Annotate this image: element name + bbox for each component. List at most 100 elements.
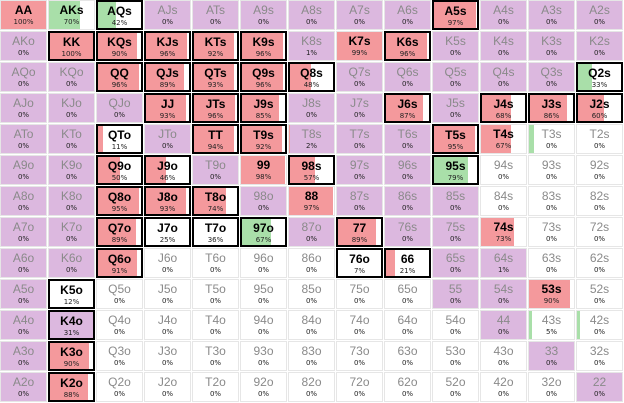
hand-cell[interactable]: 53o 0% — [432, 341, 479, 371]
hand-cell[interactable]: Q7o 89% — [96, 217, 143, 247]
hand-cell[interactable]: AJs 0% — [144, 0, 191, 30]
hand-cell[interactable]: 83s 0% — [528, 186, 575, 216]
hand-cell[interactable]: J5s 0% — [432, 93, 479, 123]
hand-cell[interactable]: JTs 96% — [192, 93, 239, 123]
hand-cell[interactable]: 42o 0% — [480, 372, 527, 402]
hand-cell[interactable]: J8o 93% — [144, 186, 191, 216]
hand-cell[interactable]: 43o 0% — [480, 341, 527, 371]
hand-cell[interactable]: 97o 67% — [240, 217, 287, 247]
hand-cell[interactable]: KTs 92% — [192, 31, 239, 61]
hand-cell[interactable]: KTo 0% — [48, 124, 95, 154]
hand-cell[interactable]: A8s 0% — [288, 0, 335, 30]
hand-cell[interactable]: A3o 0% — [0, 341, 47, 371]
hand-cell[interactable]: A9s 0% — [240, 0, 287, 30]
hand-cell[interactable]: 66 21% — [384, 248, 431, 278]
hand-cell[interactable]: T3s 0% — [528, 124, 575, 154]
hand-cell[interactable]: Q2s 33% — [576, 62, 623, 92]
hand-cell[interactable]: 62o 0% — [384, 372, 431, 402]
hand-cell[interactable]: J4o 0% — [144, 310, 191, 340]
hand-cell[interactable]: K2s 0% — [576, 31, 623, 61]
hand-cell[interactable]: 95o 0% — [240, 279, 287, 309]
hand-cell[interactable]: K4s 0% — [480, 31, 527, 61]
hand-cell[interactable]: K7s 99% — [336, 31, 383, 61]
hand-cell[interactable]: 33 0% — [528, 341, 575, 371]
hand-cell[interactable]: 22 0% — [576, 372, 623, 402]
hand-cell[interactable]: 55 0% — [432, 279, 479, 309]
hand-cell[interactable]: 98s 57% — [288, 155, 335, 185]
hand-cell[interactable]: QTs 93% — [192, 62, 239, 92]
hand-cell[interactable]: 76o 7% — [336, 248, 383, 278]
hand-cell[interactable]: 98o 0% — [240, 186, 287, 216]
hand-cell[interactable]: Q6o 91% — [96, 248, 143, 278]
hand-cell[interactable]: 63s 0% — [528, 248, 575, 278]
hand-cell[interactable]: TT 94% — [192, 124, 239, 154]
hand-cell[interactable]: 93s 0% — [528, 155, 575, 185]
hand-cell[interactable]: T8o 74% — [192, 186, 239, 216]
hand-cell[interactable]: J2o 0% — [144, 372, 191, 402]
hand-cell[interactable]: AQs 42% — [96, 0, 143, 30]
hand-cell[interactable]: J9o 46% — [144, 155, 191, 185]
hand-cell[interactable]: K9o 0% — [48, 155, 95, 185]
hand-cell[interactable]: T4o 0% — [192, 310, 239, 340]
hand-cell[interactable]: 84o 0% — [288, 310, 335, 340]
hand-cell[interactable]: K7o 0% — [48, 217, 95, 247]
hand-cell[interactable]: K3o 90% — [48, 341, 95, 371]
hand-cell[interactable]: T4s 67% — [480, 124, 527, 154]
hand-cell[interactable]: 92s 0% — [576, 155, 623, 185]
hand-cell[interactable]: Q5s 0% — [432, 62, 479, 92]
hand-cell[interactable]: 74s 73% — [480, 217, 527, 247]
hand-cell[interactable]: Q6s 0% — [384, 62, 431, 92]
hand-cell[interactable]: 84s 0% — [480, 186, 527, 216]
hand-cell[interactable]: J6o 0% — [144, 248, 191, 278]
hand-cell[interactable]: T8s 2% — [288, 124, 335, 154]
hand-cell[interactable]: 94o 0% — [240, 310, 287, 340]
hand-cell[interactable]: 85o 0% — [288, 279, 335, 309]
hand-cell[interactable]: A6o 0% — [0, 248, 47, 278]
hand-cell[interactable]: 92o 0% — [240, 372, 287, 402]
hand-cell[interactable]: K8s 1% — [288, 31, 335, 61]
hand-cell[interactable]: 32o 0% — [528, 372, 575, 402]
hand-cell[interactable]: Q5o 0% — [96, 279, 143, 309]
hand-cell[interactable]: K4o 31% — [48, 310, 95, 340]
hand-cell[interactable]: Q8o 95% — [96, 186, 143, 216]
hand-cell[interactable]: 42s 0% — [576, 310, 623, 340]
hand-cell[interactable]: ATs 0% — [192, 0, 239, 30]
hand-cell[interactable]: A6s 0% — [384, 0, 431, 30]
hand-cell[interactable]: 64o 0% — [384, 310, 431, 340]
hand-cell[interactable]: 44 0% — [480, 310, 527, 340]
hand-cell[interactable]: 86s 0% — [384, 186, 431, 216]
hand-cell[interactable]: K5s 0% — [432, 31, 479, 61]
hand-cell[interactable]: A2o 0% — [0, 372, 47, 402]
hand-cell[interactable]: J3o 0% — [144, 341, 191, 371]
hand-cell[interactable]: T6o 0% — [192, 248, 239, 278]
hand-cell[interactable]: 77 89% — [336, 217, 383, 247]
hand-cell[interactable]: J3s 86% — [528, 93, 575, 123]
hand-cell[interactable]: 96s 0% — [384, 155, 431, 185]
hand-cell[interactable]: T7o 36% — [192, 217, 239, 247]
hand-cell[interactable]: 32s 0% — [576, 341, 623, 371]
hand-cell[interactable]: JJ 93% — [144, 93, 191, 123]
hand-cell[interactable]: KQs 90% — [96, 31, 143, 61]
hand-cell[interactable]: KJs 96% — [144, 31, 191, 61]
hand-cell[interactable]: J2s 60% — [576, 93, 623, 123]
hand-cell[interactable]: J7s 0% — [336, 93, 383, 123]
hand-cell[interactable]: 95s 79% — [432, 155, 479, 185]
hand-cell[interactable]: J9s 85% — [240, 93, 287, 123]
hand-cell[interactable]: ATo 0% — [0, 124, 47, 154]
hand-cell[interactable]: T5s 95% — [432, 124, 479, 154]
hand-cell[interactable]: KQo 0% — [48, 62, 95, 92]
hand-cell[interactable]: A5s 97% — [432, 0, 479, 30]
hand-cell[interactable]: K5o 12% — [48, 279, 95, 309]
hand-cell[interactable]: 86o 0% — [288, 248, 335, 278]
hand-cell[interactable]: Q4o 0% — [96, 310, 143, 340]
hand-cell[interactable]: Q9o 50% — [96, 155, 143, 185]
hand-cell[interactable]: A7s 0% — [336, 0, 383, 30]
hand-cell[interactable]: 54o 0% — [432, 310, 479, 340]
hand-cell[interactable]: 97s 0% — [336, 155, 383, 185]
hand-cell[interactable]: K6o 0% — [48, 248, 95, 278]
hand-cell[interactable]: 94s 0% — [480, 155, 527, 185]
hand-cell[interactable]: J4s 68% — [480, 93, 527, 123]
hand-cell[interactable]: T7s 0% — [336, 124, 383, 154]
hand-cell[interactable]: 85s 0% — [432, 186, 479, 216]
hand-cell[interactable]: K6s 96% — [384, 31, 431, 61]
